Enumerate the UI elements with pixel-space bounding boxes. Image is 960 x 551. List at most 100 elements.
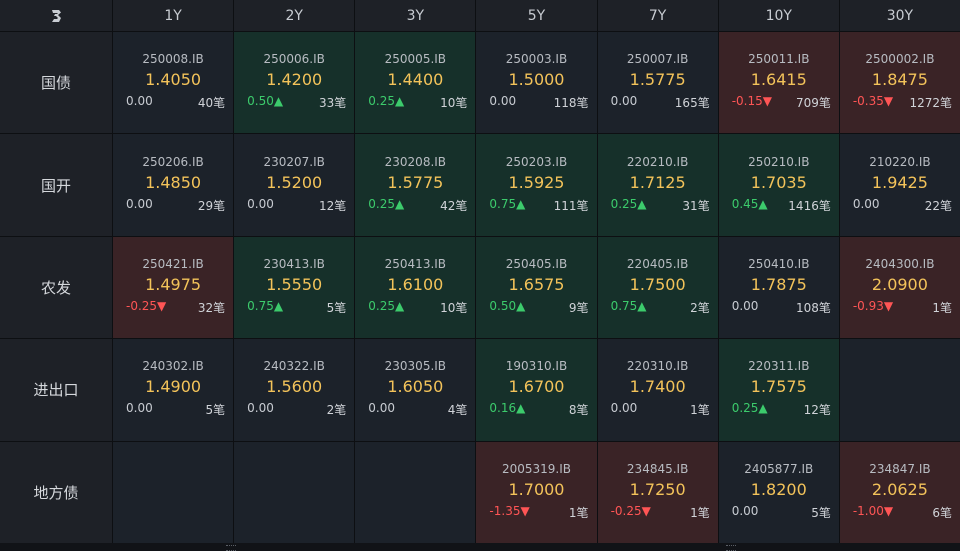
yield-change: 0.75▲ <box>610 298 647 313</box>
column-header-30y[interactable]: 30Y <box>839 0 960 31</box>
bond-yield: 1.4900 <box>145 377 202 397</box>
yield-change: 0.00 <box>489 94 517 109</box>
bond-yield: 1.5775 <box>387 172 444 192</box>
bond-cell[interactable]: 240302.IB 1.4900 0.00 5笔 <box>113 339 234 441</box>
resize-grip-right[interactable] <box>726 545 736 551</box>
bond-code: 2405877.IB <box>744 461 814 476</box>
bond-stats: 0.00 5笔 <box>113 401 233 418</box>
row-header[interactable]: 国债 <box>0 32 112 134</box>
row-header[interactable]: 进出口 <box>0 339 112 441</box>
bond-stats: 0.25▲ 12笔 <box>719 401 839 418</box>
bond-cell[interactable]: 2005319.IB 1.7000 -1.35▼ 1笔 <box>476 441 597 543</box>
bond-stats: -1.00▼ 6笔 <box>840 504 960 521</box>
bond-code: 250011.IB <box>748 52 810 67</box>
bond-cell[interactable]: 250005.IB 1.4400 0.25▲ 10笔 <box>355 32 476 134</box>
app-logo-icon <box>0 0 112 31</box>
trade-count: 4笔 <box>447 403 468 418</box>
bond-cell[interactable]: 230207.IB 1.5200 0.00 12笔 <box>234 134 355 236</box>
column-header-2y[interactable]: 2Y <box>234 0 355 31</box>
resize-grip-left[interactable] <box>226 545 236 551</box>
yield-change: 0.45▲ <box>731 196 768 211</box>
yield-change: 0.00 <box>126 196 153 211</box>
bond-cell[interactable]: 240322.IB 1.5600 0.00 2笔 <box>234 339 355 441</box>
bond-stats: 0.75▲ 111笔 <box>476 197 596 214</box>
yield-change: -0.25▼ <box>610 503 651 518</box>
bond-cell[interactable]: 250011.IB 1.6415 -0.15▼ 709笔 <box>718 32 839 134</box>
bond-stats: 0.00 108笔 <box>719 299 839 316</box>
bond-cell[interactable]: 230305.IB 1.6050 0.00 4笔 <box>355 339 476 441</box>
yield-change: 0.50▲ <box>489 298 526 313</box>
bond-cell[interactable]: 220405.IB 1.7500 0.75▲ 2笔 <box>597 236 718 339</box>
bond-stats: 0.45▲ 1416笔 <box>719 197 839 214</box>
row-header[interactable]: 农发 <box>0 236 112 339</box>
column-header-1y[interactable]: 1Y <box>113 0 234 31</box>
trade-count: 31笔 <box>682 198 710 213</box>
bond-cell[interactable]: 250006.IB 1.4200 0.50▲ 33笔 <box>234 32 355 134</box>
bond-cell[interactable]: 250405.IB 1.6575 0.50▲ 9笔 <box>476 236 597 339</box>
row-header[interactable]: 地方债 <box>0 441 112 543</box>
yield-change: -1.00▼ <box>852 503 894 518</box>
trade-count: 1笔 <box>568 505 589 520</box>
bond-stats: 0.00 5笔 <box>719 504 839 521</box>
bond-cell[interactable]: 234847.IB 2.0625 -1.00▼ 6笔 <box>839 441 960 543</box>
trade-count: 1416笔 <box>788 198 831 213</box>
yield-change: 0.25▲ <box>368 196 405 211</box>
bond-cell[interactable]: 210220.IB 1.9425 0.00 22笔 <box>839 134 960 236</box>
bond-cell[interactable]: 250007.IB 1.5775 0.00 165笔 <box>597 32 718 134</box>
bond-stats: 0.25▲ 10笔 <box>355 299 475 316</box>
bond-code: 250003.IB <box>505 52 568 67</box>
bond-yield: 2.0625 <box>871 479 928 499</box>
bond-stats: 0.25▲ 42笔 <box>355 197 475 214</box>
column-header-7y[interactable]: 7Y <box>597 0 718 31</box>
yield-change: 0.25▲ <box>610 196 647 211</box>
bond-cell[interactable]: 230413.IB 1.5550 0.75▲ 5笔 <box>234 236 355 339</box>
yield-change: 0.00 <box>368 401 395 416</box>
bond-code: 250008.IB <box>142 52 204 67</box>
bond-stats: 0.75▲ 2笔 <box>598 299 718 316</box>
bond-cell[interactable]: 250413.IB 1.6100 0.25▲ 10笔 <box>355 236 476 339</box>
column-header-5y[interactable]: 5Y <box>476 0 597 31</box>
column-header-3y[interactable]: 3Y <box>355 0 476 31</box>
bond-code: 230208.IB <box>384 154 447 169</box>
yield-change: 0.00 <box>126 401 153 416</box>
bond-stats: 0.25▲ 10笔 <box>355 94 475 111</box>
bond-cell[interactable]: 250008.IB 1.4050 0.00 40笔 <box>113 32 234 134</box>
bond-cell[interactable]: 220310.IB 1.7400 0.00 1笔 <box>597 339 718 441</box>
bond-stats: 0.00 1笔 <box>598 401 718 418</box>
bond-cell[interactable]: 250210.IB 1.7035 0.45▲ 1416笔 <box>718 134 839 236</box>
trade-count: 1笔 <box>932 300 952 315</box>
row-header[interactable]: 国开 <box>0 134 112 236</box>
bond-yield: 1.7250 <box>629 479 686 499</box>
bond-code: 250210.IB <box>748 154 810 169</box>
trade-count: 5笔 <box>205 403 226 418</box>
bond-cell[interactable]: 190310.IB 1.6700 0.16▲ 8笔 <box>476 339 597 441</box>
bond-cell[interactable]: 220210.IB 1.7125 0.25▲ 31笔 <box>597 134 718 236</box>
yield-change: 0.00 <box>126 94 153 109</box>
bond-cell[interactable]: 220311.IB 1.7575 0.25▲ 12笔 <box>718 339 839 441</box>
bond-yield: 1.4050 <box>145 70 202 90</box>
trade-count: 9笔 <box>568 300 589 315</box>
bond-cell[interactable]: 250410.IB 1.7875 0.00 108笔 <box>718 236 839 339</box>
bond-cell[interactable]: 230208.IB 1.5775 0.25▲ 42笔 <box>355 134 476 236</box>
bond-stats: 0.00 22笔 <box>840 197 960 214</box>
bond-cell[interactable]: 2405877.IB 1.8200 0.00 5笔 <box>718 441 839 543</box>
bond-cell[interactable]: 2404300.IB 2.0900 -0.93▼ 1笔 <box>839 236 960 339</box>
bond-yield: 1.6050 <box>387 377 444 397</box>
bond-yield: 1.6100 <box>387 274 444 294</box>
bond-cell[interactable]: 234845.IB 1.7250 -0.25▼ 1笔 <box>597 441 718 543</box>
bond-code: 220311.IB <box>748 359 810 374</box>
trade-count: 2笔 <box>690 300 710 315</box>
bond-code: 250007.IB <box>626 52 689 67</box>
resize-bar[interactable] <box>0 543 960 551</box>
bond-stats: -0.25▼ 32笔 <box>113 299 233 316</box>
bond-cell[interactable]: 250203.IB 1.5925 0.75▲ 111笔 <box>476 134 597 236</box>
bond-cell[interactable]: 2500002.IB 1.8475 -0.35▼ 1272笔 <box>839 32 960 134</box>
column-header-10y[interactable]: 10Y <box>718 0 839 31</box>
bond-cell[interactable]: 250003.IB 1.5000 0.00 118笔 <box>476 32 597 134</box>
empty-cell <box>355 441 476 543</box>
bond-code: 234847.IB <box>869 461 931 476</box>
bond-cell[interactable]: 250206.IB 1.4850 0.00 29笔 <box>113 134 234 236</box>
bond-cell[interactable]: 250421.IB 1.4975 -0.25▼ 32笔 <box>113 236 234 339</box>
bond-stats: 0.50▲ 33笔 <box>234 94 354 111</box>
bond-code: 234845.IB <box>626 461 689 476</box>
